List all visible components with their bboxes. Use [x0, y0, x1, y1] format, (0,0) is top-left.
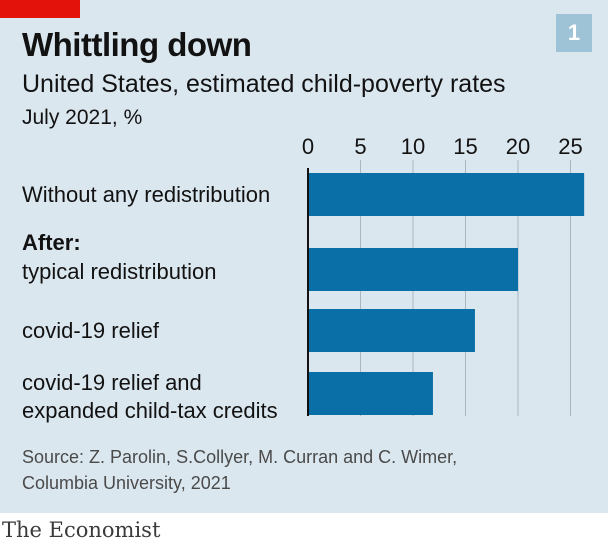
chart-unit: July 2021, %	[22, 106, 143, 129]
x-tick-label: 0	[302, 134, 314, 159]
x-tick-label: 15	[453, 134, 477, 159]
category-label: typical redistribution	[22, 259, 216, 284]
category-label: Without any redistribution	[22, 182, 270, 207]
bar	[308, 248, 518, 291]
chart-subtitle: United States, estimated child-poverty r…	[22, 70, 506, 98]
chart-number-badge: 1	[556, 14, 592, 52]
source-note: Source: Z. Parolin, S.Collyer, M. Curran…	[22, 444, 562, 496]
brand-red-tag	[0, 0, 80, 18]
source-line: Columbia University, 2021	[22, 473, 231, 493]
bar	[308, 173, 585, 216]
source-line: Source: Z. Parolin, S.Collyer, M. Curran…	[22, 447, 458, 467]
bar	[308, 372, 433, 415]
bar	[308, 309, 475, 352]
x-tick-label: 10	[401, 134, 425, 159]
publisher-logo: The Economist	[2, 518, 161, 542]
x-tick-label: 20	[506, 134, 530, 159]
category-label: covid-19 relief and	[22, 370, 202, 395]
chart-title: Whittling down	[22, 26, 252, 63]
x-tick-label: 25	[558, 134, 582, 159]
x-tick-label: 5	[354, 134, 366, 159]
group-label: After:	[22, 230, 81, 255]
category-label: expanded child-tax credits	[22, 398, 278, 423]
category-label: covid-19 relief	[22, 318, 160, 343]
